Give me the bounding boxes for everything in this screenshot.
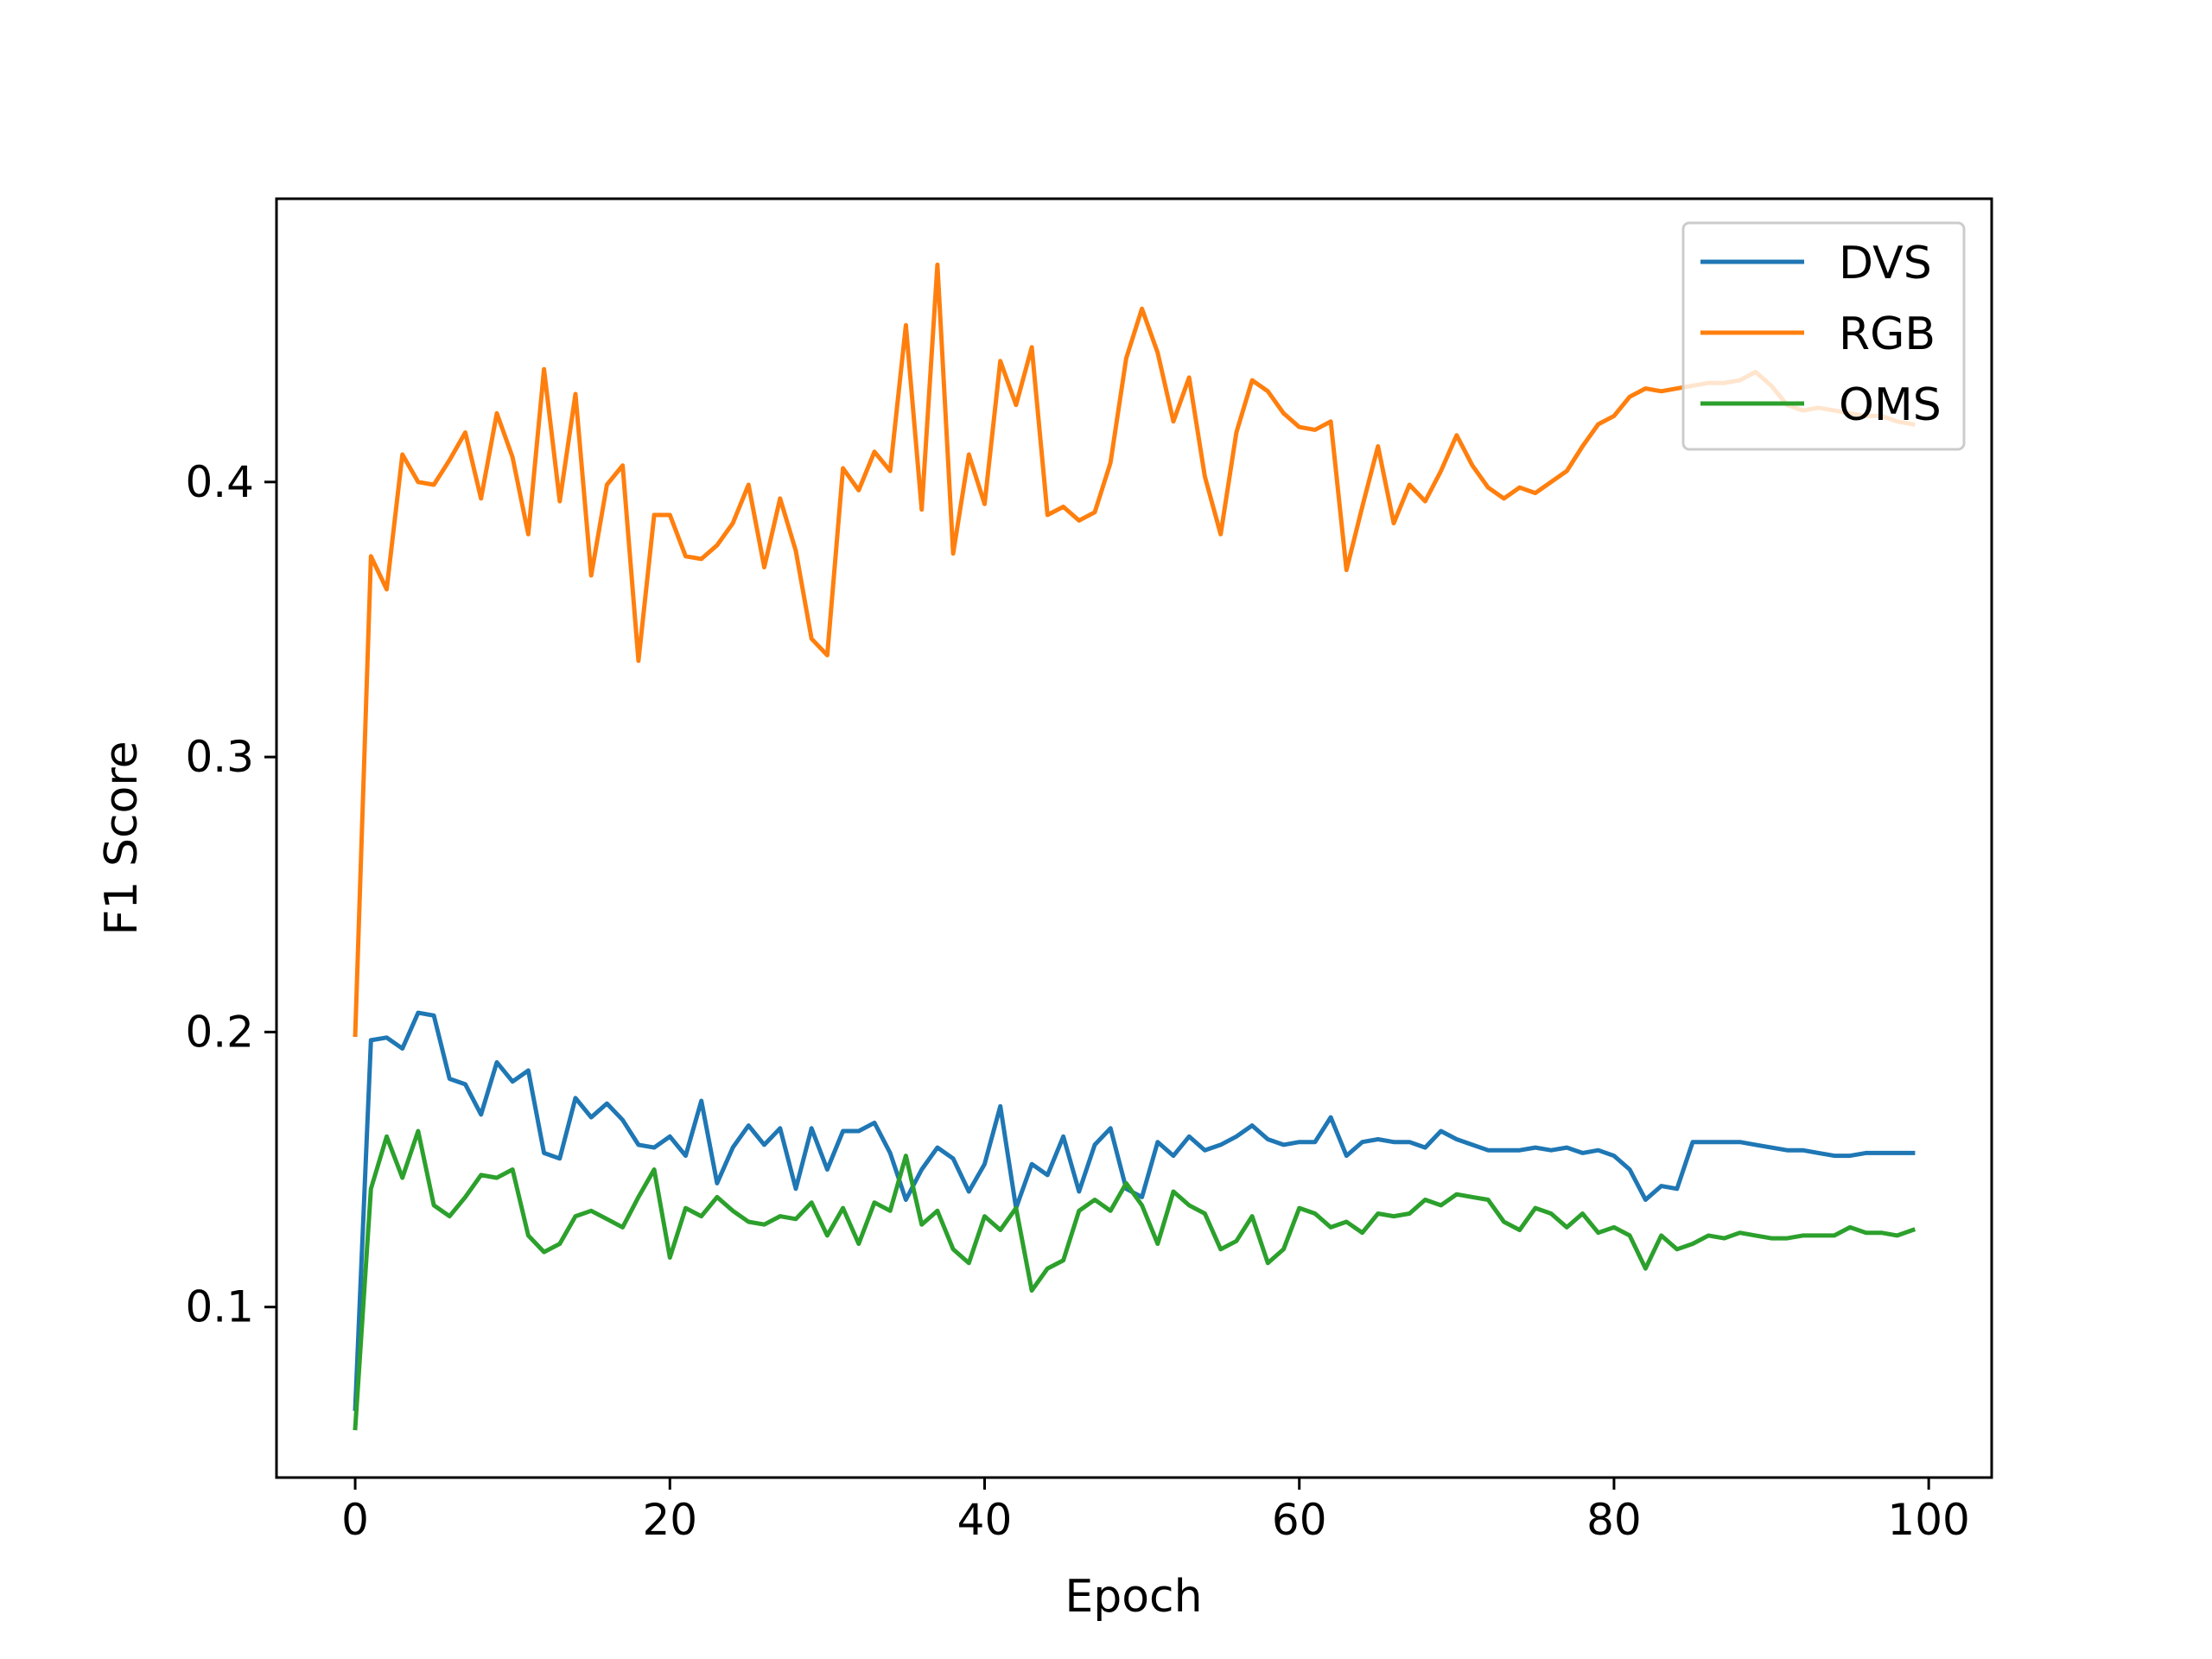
- series-line-rgb: [353, 262, 1916, 1038]
- x-axis: 0 20 40 60 80 100: [341, 1478, 1970, 1545]
- y-tick-label: 0.1: [185, 1282, 254, 1332]
- y-tick-label: 0.2: [185, 1007, 254, 1057]
- y-axis-title: F1 Score: [96, 741, 148, 935]
- y-axis: 0.1 0.2 0.3 0.4: [185, 457, 276, 1332]
- x-tick-label: 0: [341, 1495, 369, 1545]
- series-layer: [353, 262, 1916, 1431]
- x-tick-label: 60: [1272, 1495, 1327, 1545]
- x-tick-label: 20: [642, 1495, 697, 1545]
- legend-label-dvs: DVS: [1839, 238, 1932, 289]
- x-tick-label: 100: [1887, 1495, 1969, 1545]
- x-tick-label: 80: [1586, 1495, 1642, 1545]
- y-tick-label: 0.3: [185, 732, 254, 782]
- y-tick-label: 0.4: [185, 457, 254, 507]
- x-axis-title: Epoch: [1065, 1571, 1202, 1623]
- series-line-oms: [353, 1128, 1916, 1431]
- legend-box: [1681, 221, 1966, 451]
- plot-frame: [275, 197, 1993, 1479]
- legend[interactable]: DVS RGB OMS: [1681, 221, 1966, 451]
- legend-label-oms: OMS: [1839, 379, 1942, 431]
- x-tick-label: 40: [957, 1495, 1013, 1545]
- legend-label-rgb: RGB: [1839, 308, 1936, 360]
